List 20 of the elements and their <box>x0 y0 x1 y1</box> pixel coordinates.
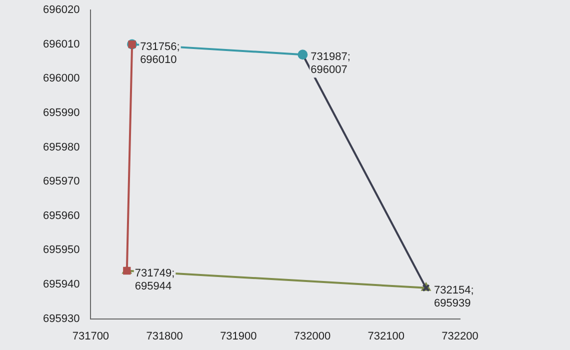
x-tick-label: 732100 <box>368 330 404 342</box>
annotation: 732154; 695939 <box>434 284 474 310</box>
y-tick-label: 695990 <box>42 106 80 119</box>
x-tick-label: 732200 <box>442 330 478 342</box>
y-tick-label: 695980 <box>42 141 80 154</box>
x-tick-label: 731800 <box>146 330 183 342</box>
x-tick-label: 731700 <box>72 330 110 342</box>
annotation: 731756; 696010 <box>140 40 180 66</box>
y-tick-label: 695950 <box>42 244 80 256</box>
x-tick-label: 731900 <box>220 330 257 342</box>
y-tick-label: 695970 <box>42 176 80 188</box>
y-tick-label: 695930 <box>42 312 80 325</box>
annotation: 731987; 696007 <box>310 51 350 76</box>
y-tick-label: 696010 <box>42 38 80 50</box>
y-tick-label: 696000 <box>42 72 80 85</box>
x-tick-label: 732000 <box>294 330 331 342</box>
y-tick-label: 695940 <box>42 278 80 291</box>
y-tick-label: 696020 <box>42 4 80 16</box>
y-tick-label: 695960 <box>42 210 80 222</box>
annotation: 731749; 695944 <box>134 267 175 292</box>
